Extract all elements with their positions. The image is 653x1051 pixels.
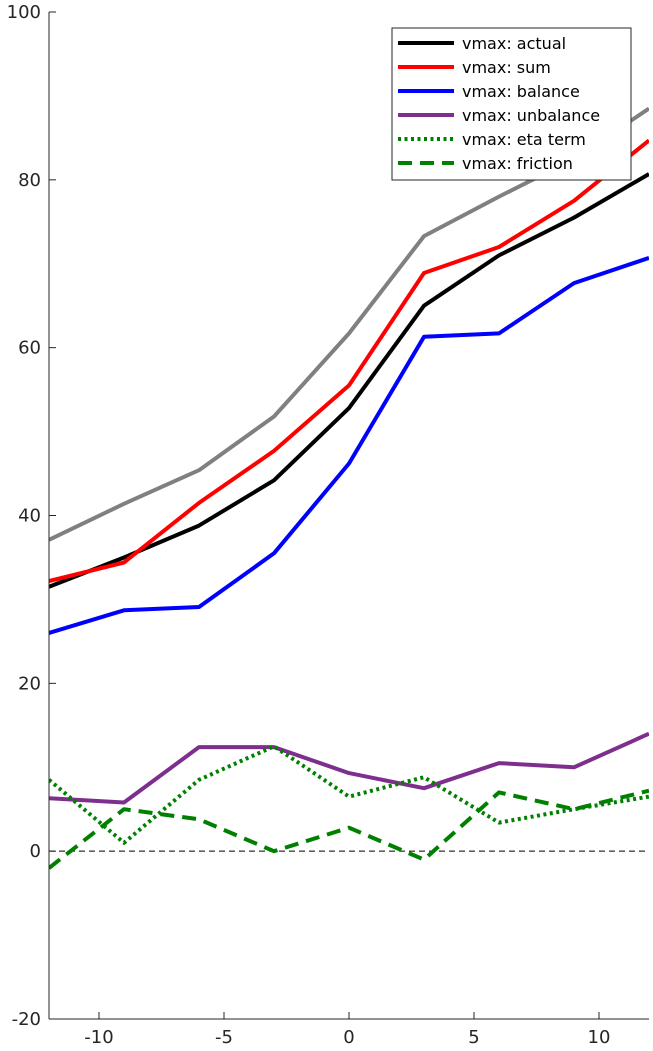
x-tick-label: 0 bbox=[343, 1027, 354, 1048]
series-balance-line bbox=[49, 256, 649, 635]
x-tick-label: 5 bbox=[468, 1027, 479, 1048]
series-friction-line bbox=[49, 788, 649, 870]
y-tick-label: 20 bbox=[18, 673, 41, 694]
x-tick-label: -10 bbox=[84, 1027, 113, 1048]
legend-label-actual: vmax: actual bbox=[462, 34, 566, 53]
y-tick-label: 80 bbox=[18, 170, 41, 191]
x-tick-label: 10 bbox=[588, 1027, 611, 1048]
y-tick-label: 40 bbox=[18, 506, 41, 527]
x-tick-label: -5 bbox=[215, 1027, 233, 1048]
legend-label-balance: vmax: balance bbox=[462, 82, 580, 101]
series-eta-term-line bbox=[49, 744, 649, 845]
y-tick-label: 100 bbox=[7, 2, 41, 23]
series-layer bbox=[49, 106, 649, 870]
legend-label-unbalance: vmax: unbalance bbox=[462, 106, 600, 125]
series-unbalance-line bbox=[49, 731, 649, 805]
axes: -20 0 20 40 60 80 100 -10 -5 0 5 10 bbox=[7, 2, 649, 1048]
legend-box bbox=[391, 27, 632, 181]
y-tick-label: 0 bbox=[30, 841, 41, 862]
legend-label-eta-term: vmax: eta term bbox=[462, 130, 586, 149]
y-tick-label: 60 bbox=[18, 338, 41, 359]
y-tick-label: -20 bbox=[12, 1009, 41, 1030]
legend: vmax: actual vmax: sum vmax: balance vmax: … bbox=[391, 27, 632, 181]
legend-label-sum: vmax: sum bbox=[462, 58, 551, 77]
series-sum-line bbox=[49, 138, 649, 583]
legend-label-friction: vmax: friction bbox=[462, 154, 573, 173]
series-actual-line bbox=[49, 172, 649, 589]
